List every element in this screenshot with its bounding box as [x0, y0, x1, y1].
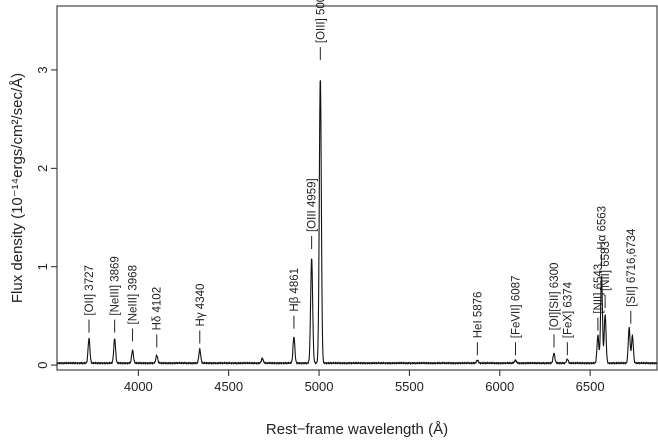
- x-tick-label-1: 4500: [214, 379, 243, 394]
- line-label-3: Hδ 4102: [152, 287, 164, 330]
- y-axis-title: Flux density (10⁻¹⁴ergs/cm²/sec/Å): [9, 73, 26, 303]
- line-label-11: [FeX] 6374: [562, 281, 574, 338]
- line-label-7: [OIII] 5007: [315, 0, 327, 43]
- x-tick-label-5: 6500: [576, 379, 605, 394]
- axis-ticks: 4000 4500 5000 5500 6000 6500 0 1 2 3: [35, 66, 605, 394]
- y-tick-label-2: 2: [35, 165, 50, 172]
- y-tick-label-1: 1: [35, 263, 50, 270]
- line-label-0: [OII] 3727: [84, 265, 96, 316]
- line-label-1: [NeIII] 3869: [110, 256, 122, 315]
- line-label-9: [FeVII] 6087: [510, 276, 522, 339]
- plot-area-frame: [56, 5, 658, 371]
- x-tick-label-2: 5000: [305, 379, 334, 394]
- line-label-5: Hβ 4861: [289, 268, 301, 312]
- x-tick-label-4: 6000: [485, 379, 514, 394]
- emission-line-annotations: [OII] 3727 [NeIII] 3869 [NeIII] 3968 Hδ 410…: [84, 0, 638, 356]
- line-label-12: [NII] 6543: [593, 264, 605, 314]
- x-tick-label-0: 4000: [124, 379, 153, 394]
- line-label-2: [NeIII] 3968: [128, 265, 140, 324]
- line-label-14: [NII] 6583: [600, 241, 612, 291]
- spectrum-line: [56, 80, 658, 365]
- y-tick-label-3: 3: [35, 66, 50, 73]
- line-label-4: Hγ 4340: [195, 284, 207, 327]
- line-label-15: [SII] 6716,6734: [626, 228, 638, 307]
- y-tick-label-0: 0: [35, 361, 50, 368]
- x-axis-title: Rest−frame wavelength (Å): [266, 421, 448, 438]
- line-label-13: Hα 6563: [597, 206, 609, 250]
- line-label-6: [OIII 4959]: [307, 178, 319, 232]
- line-label-8: HeI 5876: [472, 292, 484, 339]
- x-tick-label-3: 5500: [395, 379, 424, 394]
- line-label-10: [OI][SII] 6300: [549, 263, 561, 331]
